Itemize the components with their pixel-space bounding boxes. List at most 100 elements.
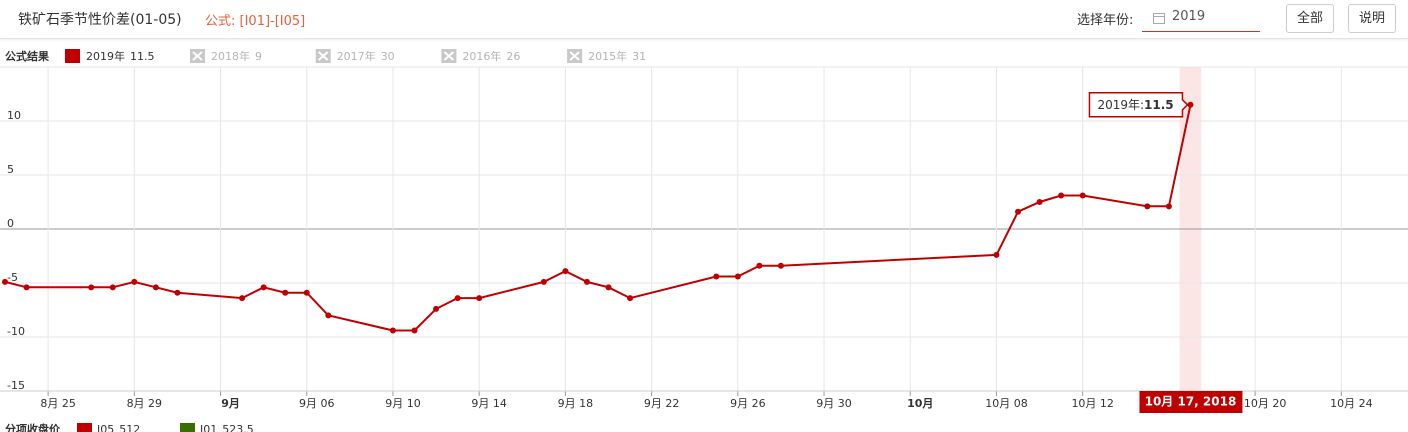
data-point	[23, 284, 30, 291]
x-tick-label: 9月 10	[385, 397, 421, 410]
x-tick-label: 10月 20	[1244, 397, 1287, 410]
x-tick-label: 10月 24	[1330, 397, 1373, 410]
series-line	[4, 104, 1192, 332]
legend-name: 2016年	[462, 49, 501, 63]
header: 铁矿石季节性价差(01-05) 公式: [I01]-[I05] 选择年份: 20…	[0, 0, 1408, 39]
x-tick-label: 9月 30	[816, 397, 852, 410]
data-point	[1058, 192, 1065, 199]
data-point	[1079, 192, 1086, 199]
sub-legend-value: 523.5	[222, 423, 254, 432]
x-tick-label: 9月 18	[558, 397, 594, 410]
data-point	[605, 284, 612, 291]
data-point	[131, 278, 138, 285]
data-point	[1015, 208, 1022, 215]
formula: 公式: [I01]-[I05]	[205, 14, 306, 29]
legend-toggle[interactable]: 2018年 9	[190, 49, 262, 63]
x-tick-label: 9月 14	[471, 397, 507, 410]
legend-entry: 2018年 9	[211, 49, 262, 63]
y-tick-label: -15	[7, 379, 25, 392]
data-point	[1187, 101, 1194, 108]
year-input[interactable]: 2019	[1142, 4, 1260, 32]
sub-legend-swatch	[77, 423, 92, 432]
x-tick-label: 9月	[221, 397, 240, 410]
data-point	[993, 251, 1000, 258]
legend-name: 2018年	[211, 49, 250, 63]
tooltip-box	[1088, 92, 1189, 118]
legend-toggle[interactable]: 2015年 31	[567, 49, 646, 63]
legend-entry: 2017年 30	[337, 49, 395, 63]
data-point	[411, 327, 418, 334]
data-point	[174, 289, 181, 296]
x-tick-label: 10月 08	[985, 397, 1028, 410]
data-point	[282, 289, 289, 296]
data-point	[389, 327, 396, 334]
sub-legend-entry: I05 512	[97, 423, 140, 432]
x-tick-label: 9月 26	[730, 397, 766, 410]
data-point	[325, 312, 332, 319]
data-point	[713, 273, 720, 280]
x-tick-label: 8月 29	[127, 397, 163, 410]
data-point	[1144, 203, 1151, 210]
legend-value: 9	[255, 50, 262, 63]
x-tick-label: 9月 22	[644, 397, 680, 410]
legend-value: 31	[632, 50, 646, 63]
data-point	[260, 284, 267, 291]
data-point	[777, 262, 784, 269]
data-point	[562, 268, 569, 275]
legend-swatch	[65, 49, 80, 63]
y-tick-label: 10	[7, 109, 21, 122]
all-button[interactable]: 全部	[1286, 4, 1334, 33]
year-value: 2019	[1172, 9, 1206, 24]
legend-toggle[interactable]: 2017年 30	[315, 49, 395, 63]
tooltip-value: 11.5	[1144, 97, 1174, 111]
legend-toggle[interactable]: 2016年 26	[441, 49, 520, 63]
legend-entry: 2016年 26	[462, 49, 520, 63]
data-point	[756, 262, 763, 269]
data-point	[2, 278, 8, 285]
x-tick-label: 9月 06	[299, 397, 335, 410]
legend-value: 11.5	[130, 50, 155, 63]
legend-name: 2015年	[588, 49, 627, 63]
tooltip-label: 2019年:	[1097, 97, 1144, 111]
help-button[interactable]: 说明	[1348, 4, 1396, 33]
data-point	[88, 284, 95, 291]
sub-legend-entry: I01 523.5	[200, 423, 254, 432]
data-point	[303, 289, 310, 296]
legend-name: 2017年	[337, 49, 376, 63]
legend-entry: 2015年 31	[588, 49, 646, 63]
data-point	[454, 295, 461, 302]
data-point	[152, 284, 159, 291]
legend-entry: 2019年 11.5	[86, 49, 155, 63]
data-point	[239, 295, 246, 302]
x-tick-label: 10月 12	[1071, 397, 1114, 410]
data-point	[1165, 203, 1172, 210]
y-tick-label: -10	[7, 325, 25, 338]
legend-disabled-cross	[443, 51, 455, 61]
legend-title: 公式结果	[5, 49, 49, 63]
data-point	[627, 295, 634, 302]
data-point	[734, 273, 741, 280]
legend-disabled-cross	[192, 51, 203, 61]
data-point	[109, 284, 116, 291]
data-point	[476, 295, 483, 302]
page-title: 铁矿石季节性价差(01-05)	[18, 12, 182, 28]
legend-value: 30	[381, 50, 395, 63]
sub-legend-name: I05	[97, 423, 114, 432]
sub-legend-title: 分项收盘价	[5, 422, 61, 432]
data-point	[583, 278, 590, 285]
sub-legend-name: I01	[200, 423, 217, 432]
legend-disabled-cross	[569, 51, 580, 61]
sub-legend-value: 512	[119, 423, 140, 432]
data-point	[540, 278, 547, 285]
y-tick-label: 5	[7, 163, 14, 176]
y-tick-label: -5	[7, 271, 18, 284]
y-tick-label: 0	[7, 217, 14, 230]
calendar-icon	[1153, 13, 1165, 24]
crosshair-label-box	[1139, 391, 1243, 413]
sub-legend-swatch	[180, 423, 195, 432]
data-point	[1036, 199, 1043, 205]
x-tick-label: 10月	[907, 397, 933, 410]
legend-value: 26	[506, 50, 520, 63]
legend-disabled-cross	[318, 51, 329, 61]
